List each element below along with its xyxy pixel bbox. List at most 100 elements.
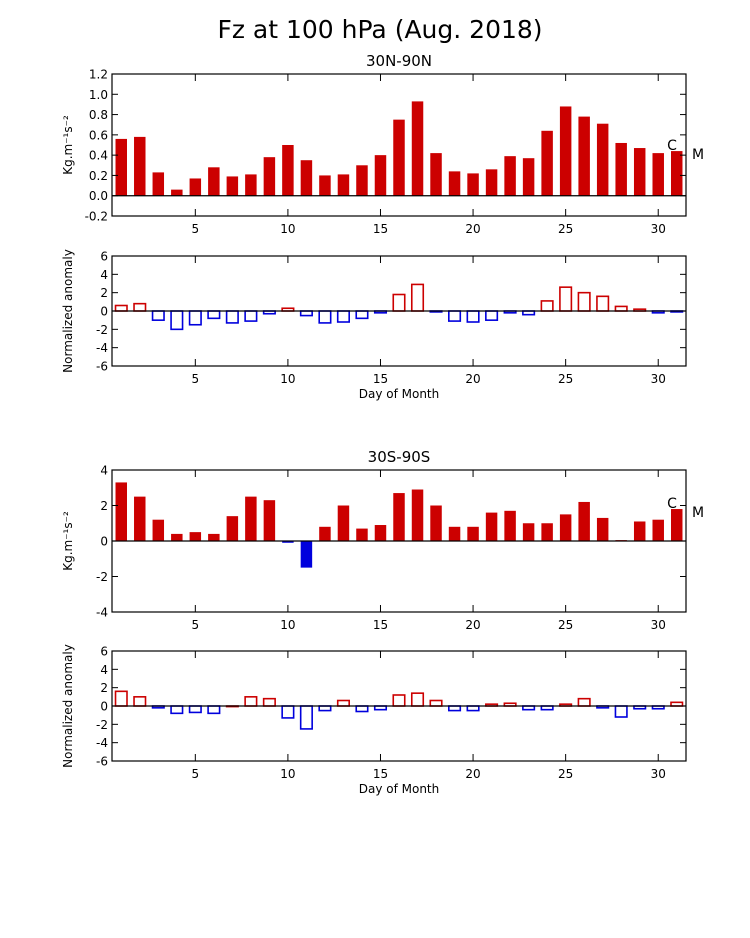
bar-day-28 (615, 142, 627, 196)
y-tick-label: 0 (100, 535, 108, 549)
bar-day-12 (318, 705, 332, 712)
x-tick-label: 30 (651, 222, 666, 236)
x-tick-label: 10 (280, 767, 295, 781)
bar-day-30 (652, 153, 664, 196)
bar-day-8 (244, 310, 258, 322)
bar-day-16 (393, 493, 405, 541)
y-tick-label: 0.6 (89, 128, 108, 142)
panel-title: 30N-90N (366, 52, 432, 70)
y-tick-label: -2 (96, 570, 108, 584)
x-tick-label: 25 (558, 767, 573, 781)
bar-day-17 (411, 101, 424, 196)
chart-panel-1: 30N-90N -0.2 0.0 0.2 0.4 0.6 0.8 1.0 1.2 5 10 15 20 2… (61, 52, 704, 236)
x-tick-label: 15 (373, 618, 388, 632)
bar-day-5 (189, 532, 202, 542)
x-axis-label: Day of Month (359, 387, 440, 401)
x-axis-label: Day of Month (359, 782, 440, 796)
chart-panel-3: 30S-90S -4 -2 0 2 4 5 10 15 20 25 30 Kg.m⁻¹s⁻² CM (61, 448, 704, 632)
bar-day-10 (282, 145, 294, 196)
bar-day-7 (226, 516, 239, 541)
y-tick-label: 0 (100, 305, 108, 319)
y-tick-label: 0.2 (89, 169, 108, 183)
bar-day-23 (522, 523, 535, 541)
bar-day-21 (485, 310, 499, 321)
x-tick-label: 15 (373, 222, 388, 236)
bar-day-16 (392, 694, 406, 707)
bar-day-30 (652, 519, 664, 541)
bar-day-9 (263, 500, 276, 541)
bar-day-6 (207, 705, 221, 715)
y-tick-label: -0.2 (85, 210, 108, 224)
y-axis-label: Kg.m⁻¹s⁻² (61, 511, 75, 571)
bar-day-31 (671, 509, 683, 541)
bar-day-1 (114, 304, 128, 312)
bar-day-22 (504, 510, 516, 541)
figure-title: Fz at 100 hPa (Aug. 2018) (217, 15, 542, 44)
y-tick-label: 6 (100, 250, 108, 264)
bar-day-16 (392, 293, 406, 312)
bar-day-12 (319, 175, 331, 196)
chart-panel-2: -6 -4 -2 0 2 4 6 5 10 15 20 25 30 Normalized anomaly D… (61, 249, 687, 401)
bar-day-21 (485, 169, 498, 196)
bar-day-26 (578, 501, 590, 541)
bar-day-9 (262, 697, 276, 707)
bar-day-4 (171, 533, 183, 541)
bar-day-29 (633, 148, 646, 196)
bar-day-7 (226, 176, 239, 196)
bar-day-13 (336, 310, 350, 323)
bar-day-2 (134, 496, 146, 542)
y-tick-label: 0.4 (89, 149, 108, 163)
bar-day-15 (374, 155, 387, 196)
bar-day-11 (299, 705, 313, 730)
bar-day-8 (245, 174, 257, 196)
bar-day-2 (134, 136, 146, 196)
bar-day-20 (467, 173, 479, 196)
bar-day-25 (559, 514, 572, 542)
bar-day-6 (208, 167, 220, 196)
bar-day-22 (504, 156, 516, 196)
bar-day-8 (244, 696, 258, 707)
y-tick-label: -6 (96, 755, 108, 769)
y-tick-label: 2 (100, 681, 108, 695)
bar-day-26 (577, 697, 591, 707)
y-tick-label: 1.2 (89, 68, 108, 82)
annotation-c: C (667, 496, 677, 512)
bar-day-31 (671, 151, 683, 196)
y-tick-label: 0.8 (89, 108, 108, 122)
bar-day-18 (430, 153, 442, 196)
bar-day-10 (282, 541, 294, 543)
bar-day-23 (522, 158, 535, 196)
bar-day-19 (448, 310, 462, 322)
x-tick-label: 30 (651, 767, 666, 781)
bar-day-11 (300, 160, 313, 196)
bar-day-29 (633, 521, 646, 541)
bar-day-10 (281, 705, 295, 719)
bar-day-18 (429, 699, 443, 707)
bar-day-1 (114, 690, 128, 707)
x-tick-label: 30 (651, 372, 666, 386)
x-tick-label: 5 (192, 618, 200, 632)
bar-day-24 (540, 300, 554, 312)
x-tick-label: 15 (373, 767, 388, 781)
bar-day-20 (466, 705, 480, 712)
bar-day-20 (466, 310, 480, 323)
bar-day-11 (299, 310, 313, 317)
bar-day-4 (170, 705, 184, 715)
bar-day-5 (188, 705, 202, 714)
bar-day-25 (559, 286, 573, 312)
y-axis-label: Kg.m⁻¹s⁻² (61, 115, 75, 175)
bar-day-26 (577, 291, 591, 312)
bar-day-19 (448, 705, 462, 712)
bar-day-4 (170, 310, 184, 331)
bar-day-16 (393, 119, 405, 196)
bar-day-14 (356, 165, 368, 196)
bar-day-2 (133, 696, 147, 707)
y-axis-label: Normalized anomaly (61, 644, 75, 768)
x-tick-label: 5 (192, 222, 200, 236)
y-tick-label: 2 (100, 499, 108, 513)
bar-day-12 (318, 310, 332, 324)
bar-day-19 (448, 171, 461, 196)
bar-day-1 (115, 138, 127, 196)
bar-day-3 (152, 172, 165, 196)
